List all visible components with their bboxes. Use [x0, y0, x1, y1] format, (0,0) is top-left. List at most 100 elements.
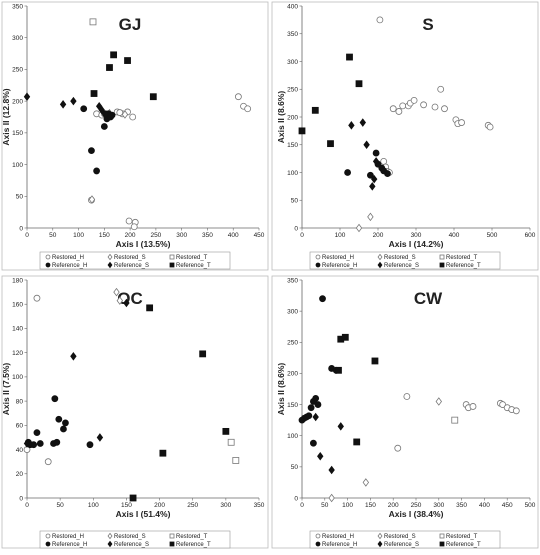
data-point	[159, 449, 167, 457]
x-tick-label: 200	[388, 502, 399, 509]
legend-label: Reference_H	[322, 542, 357, 548]
x-tick-label: 0	[300, 502, 304, 509]
y-tick-label: 200	[12, 98, 23, 105]
data-point	[146, 304, 154, 312]
x-tick-label: 100	[88, 502, 99, 509]
series-reference-s	[312, 412, 344, 475]
data-point	[33, 294, 41, 302]
data-point	[309, 439, 317, 447]
data-point	[420, 101, 428, 109]
y-axis-label: Axis II (7.5%)	[1, 363, 11, 416]
series-reference-t	[298, 53, 363, 148]
legend-marker	[169, 254, 175, 260]
legend-label: Restored_H	[52, 534, 84, 540]
legend-label: Restored_T	[446, 255, 478, 261]
series-restored-t	[227, 438, 240, 464]
legend-box	[309, 251, 501, 270]
data-point	[369, 182, 376, 191]
data-point	[341, 333, 349, 341]
data-point	[44, 458, 52, 466]
x-tick-label: 150	[121, 502, 132, 509]
legend-label: Restored_S	[114, 255, 146, 261]
data-point	[86, 441, 94, 449]
data-point	[403, 393, 411, 400]
y-tick-label: 40	[16, 447, 24, 454]
data-point	[317, 452, 324, 461]
legend-label: Restored_H	[322, 534, 354, 540]
legend-marker	[169, 541, 175, 547]
y-tick-label: 100	[287, 433, 298, 440]
data-point	[70, 352, 77, 361]
x-tick-label: 200	[154, 502, 165, 509]
data-point	[384, 170, 391, 178]
data-point	[370, 174, 378, 184]
data-point	[129, 494, 137, 502]
data-point	[23, 439, 31, 448]
legend-marker	[45, 533, 51, 539]
x-tick-label: 250	[150, 232, 161, 239]
y-tick-label: 0	[19, 225, 23, 232]
data-point	[372, 149, 380, 157]
x-tick-label: 300	[176, 232, 187, 239]
y-tick-label: 300	[287, 308, 298, 315]
legend-label: Reference_T	[446, 263, 481, 269]
y-tick-label: 100	[12, 162, 23, 169]
y-tick-label: 300	[287, 59, 298, 66]
x-tick-label: 400	[228, 232, 239, 239]
data-point	[499, 401, 507, 408]
data-point	[366, 171, 374, 179]
y-tick-label: 150	[287, 142, 298, 149]
x-tick-label: 50	[49, 232, 57, 239]
legend-marker	[45, 262, 51, 268]
y-tick-label: 80	[16, 398, 24, 405]
chart-title: CW	[414, 289, 443, 308]
y-tick-label: 20	[16, 471, 24, 478]
legend-label: Reference_H	[322, 263, 357, 269]
chart-panel-s: 0 100 200 300 400 500 600 0 50 100 150 200 250 300 350…	[271, 1, 539, 271]
legend-label: Reference_H	[52, 263, 87, 269]
y-tick-label: 200	[287, 371, 298, 378]
y-tick-label: 100	[287, 170, 298, 177]
legend-box	[39, 251, 231, 270]
legend-marker	[439, 254, 445, 260]
legend-marker	[377, 253, 383, 261]
x-axis-label: Axis I (13.5%)	[116, 239, 171, 249]
series-reference-h	[298, 295, 340, 447]
legend-marker	[315, 254, 321, 260]
data-point	[93, 167, 100, 175]
series-restored-s	[113, 287, 123, 305]
data-point	[328, 465, 335, 475]
panel-frame	[271, 275, 539, 549]
legend-marker	[45, 254, 51, 260]
data-point	[372, 157, 380, 166]
legend-marker	[377, 261, 383, 269]
series-restored-h	[394, 393, 520, 452]
data-point	[469, 403, 477, 410]
y-tick-label: 250	[287, 87, 298, 94]
series-reference-t	[335, 333, 379, 446]
x-tick-label: 400	[449, 232, 460, 239]
chart-panel-gj: 0 50 100 150 200 250 300 350 400 450 0 50 100 150 200 2…	[1, 1, 269, 271]
y-tick-label: 0	[294, 225, 298, 232]
legend: Restored_H Restored_S Restored_T Reference_…	[39, 530, 231, 549]
data-point	[314, 401, 322, 408]
data-point	[96, 433, 104, 442]
legend-label: Reference_T	[176, 542, 211, 548]
y-tick-label: 160	[12, 302, 23, 309]
legend-marker	[439, 533, 445, 539]
data-point	[53, 438, 61, 446]
series-restored-s	[328, 397, 443, 503]
data-point	[327, 140, 334, 148]
data-point	[110, 51, 118, 59]
y-tick-label: 120	[12, 350, 23, 357]
legend-label: Reference_S	[384, 263, 419, 269]
chart-title: S	[422, 15, 433, 34]
x-axis-label: Axis I (14.2%)	[389, 239, 444, 249]
legend: Restored_H Restored_S Restored_T Reference_…	[309, 530, 501, 549]
series-restored-s	[88, 108, 129, 204]
data-point	[36, 440, 44, 447]
y-tick-label: 0	[19, 495, 23, 502]
data-point	[227, 438, 235, 446]
y-tick-label: 250	[12, 67, 23, 74]
